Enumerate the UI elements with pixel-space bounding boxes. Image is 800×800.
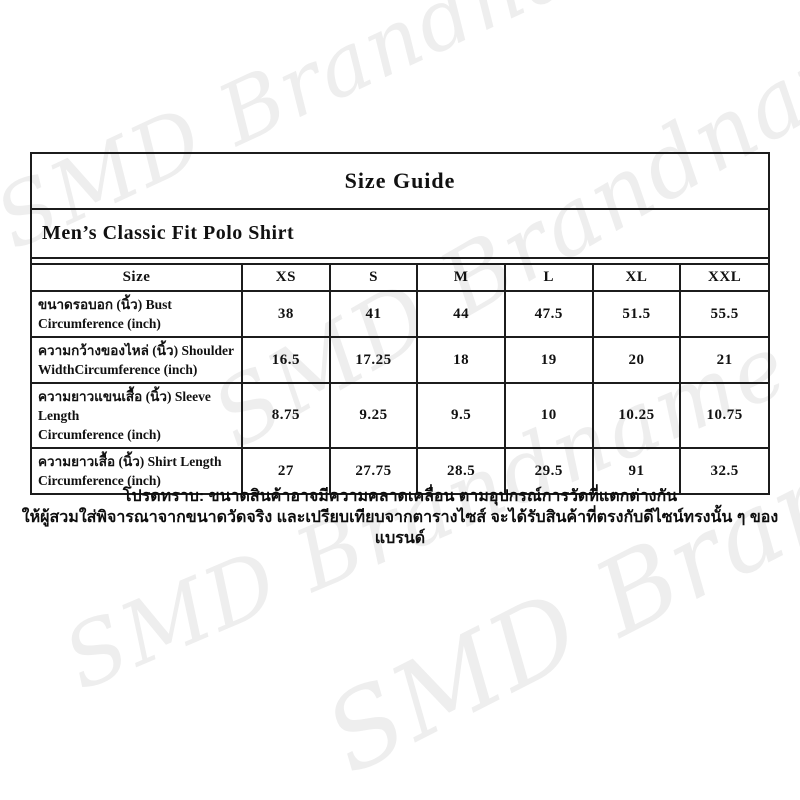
table-row-shirt-length: ความยาวเสื้อ (นิ้ว) Shirt Length Circumf… xyxy=(32,447,768,493)
table-row-bust: ขนาดรอบอก (นิ้ว) Bust Circumference (inc… xyxy=(32,290,768,338)
row-label-bust: ขนาดรอบอก (นิ้ว) Bust Circumference (inc… xyxy=(32,290,243,338)
sleeve-value-m: 9.5 xyxy=(416,382,506,449)
footer-note-line2: ให้ผู้สวมใส่พิจารณาจากขนาดวัดจริง และเปร… xyxy=(21,509,779,547)
product-name: Men’s Classic Fit Polo Shirt xyxy=(32,210,768,259)
shoulder-value-m: 18 xyxy=(416,336,506,384)
column-header-xl: XL xyxy=(591,263,682,292)
column-header-l: L xyxy=(503,263,594,292)
bust-value-xl: 51.5 xyxy=(591,290,682,338)
column-header-size: Size xyxy=(32,263,243,292)
size-guide-box: Size Guide Men’s Classic Fit Polo Shirt … xyxy=(30,152,770,495)
shirt-length-value-xs: 27 xyxy=(241,447,331,493)
row-label-line2: Circumference (inch) xyxy=(38,427,161,442)
table-row-shoulder: ความกว้างของไหล่ (นิ้ว) Shoulder WidthCi… xyxy=(32,336,768,384)
row-label-shirt-length: ความยาวเสื้อ (นิ้ว) Shirt Length Circumf… xyxy=(32,447,243,493)
column-header-xxl: XXL xyxy=(679,263,768,292)
bust-value-xs: 38 xyxy=(241,290,331,338)
row-label-line2: WidthCircumference (inch) xyxy=(38,362,198,377)
shirt-length-value-xl: 91 xyxy=(591,447,682,493)
footer-note: โปรดทราบ: ขนาดสินค้าอาจมีความคลาดเคลื่อน… xyxy=(0,486,800,549)
shoulder-value-l: 19 xyxy=(503,336,594,384)
row-label-line2: Circumference (inch) xyxy=(38,473,161,488)
bust-value-s: 41 xyxy=(328,290,419,338)
shoulder-value-xxl: 21 xyxy=(679,336,768,384)
shirt-length-value-l: 29.5 xyxy=(503,447,594,493)
row-label-line2: Circumference (inch) xyxy=(38,316,161,331)
footer-note-line1: โปรดทราบ: ขนาดสินค้าอาจมีความคลาดเคลื่อน… xyxy=(122,488,678,505)
shoulder-value-xs: 16.5 xyxy=(241,336,331,384)
row-label-line1: ความยาวแขนเสื้อ (นิ้ว) Sleeve Length xyxy=(38,389,211,423)
row-label-shoulder: ความกว้างของไหล่ (นิ้ว) Shoulder WidthCi… xyxy=(32,336,243,384)
size-table-header-row: Size XS S M L XL XXL xyxy=(32,263,768,292)
shoulder-value-xl: 20 xyxy=(591,336,682,384)
sleeve-value-xxl: 10.75 xyxy=(679,382,768,449)
size-guide-title: Size Guide xyxy=(32,154,768,210)
sleeve-value-l: 10 xyxy=(503,382,594,449)
column-header-s: S xyxy=(328,263,419,292)
sleeve-value-xl: 10.25 xyxy=(591,382,682,449)
row-label-sleeve: ความยาวแขนเสื้อ (นิ้ว) Sleeve Length Cir… xyxy=(32,382,243,449)
row-label-line1: ความกว้างของไหล่ (นิ้ว) Shoulder xyxy=(38,343,234,358)
shirt-length-value-s: 27.75 xyxy=(328,447,419,493)
size-table: Size XS S M L XL XXL ขนาดรอบอก (นิ้ว) Bu… xyxy=(32,263,768,493)
shirt-length-value-xxl: 32.5 xyxy=(679,447,768,493)
column-header-xs: XS xyxy=(241,263,331,292)
table-row-sleeve: ความยาวแขนเสื้อ (นิ้ว) Sleeve Length Cir… xyxy=(32,382,768,449)
row-label-line1: ขนาดรอบอก (นิ้ว) Bust xyxy=(38,297,172,312)
shoulder-value-s: 17.25 xyxy=(328,336,419,384)
row-label-line1: ความยาวเสื้อ (นิ้ว) Shirt Length xyxy=(38,454,222,469)
column-header-m: M xyxy=(416,263,506,292)
bust-value-l: 47.5 xyxy=(503,290,594,338)
sleeve-value-xs: 8.75 xyxy=(241,382,331,449)
bust-value-xxl: 55.5 xyxy=(679,290,768,338)
sleeve-value-s: 9.25 xyxy=(328,382,419,449)
bust-value-m: 44 xyxy=(416,290,506,338)
shirt-length-value-m: 28.5 xyxy=(416,447,506,493)
